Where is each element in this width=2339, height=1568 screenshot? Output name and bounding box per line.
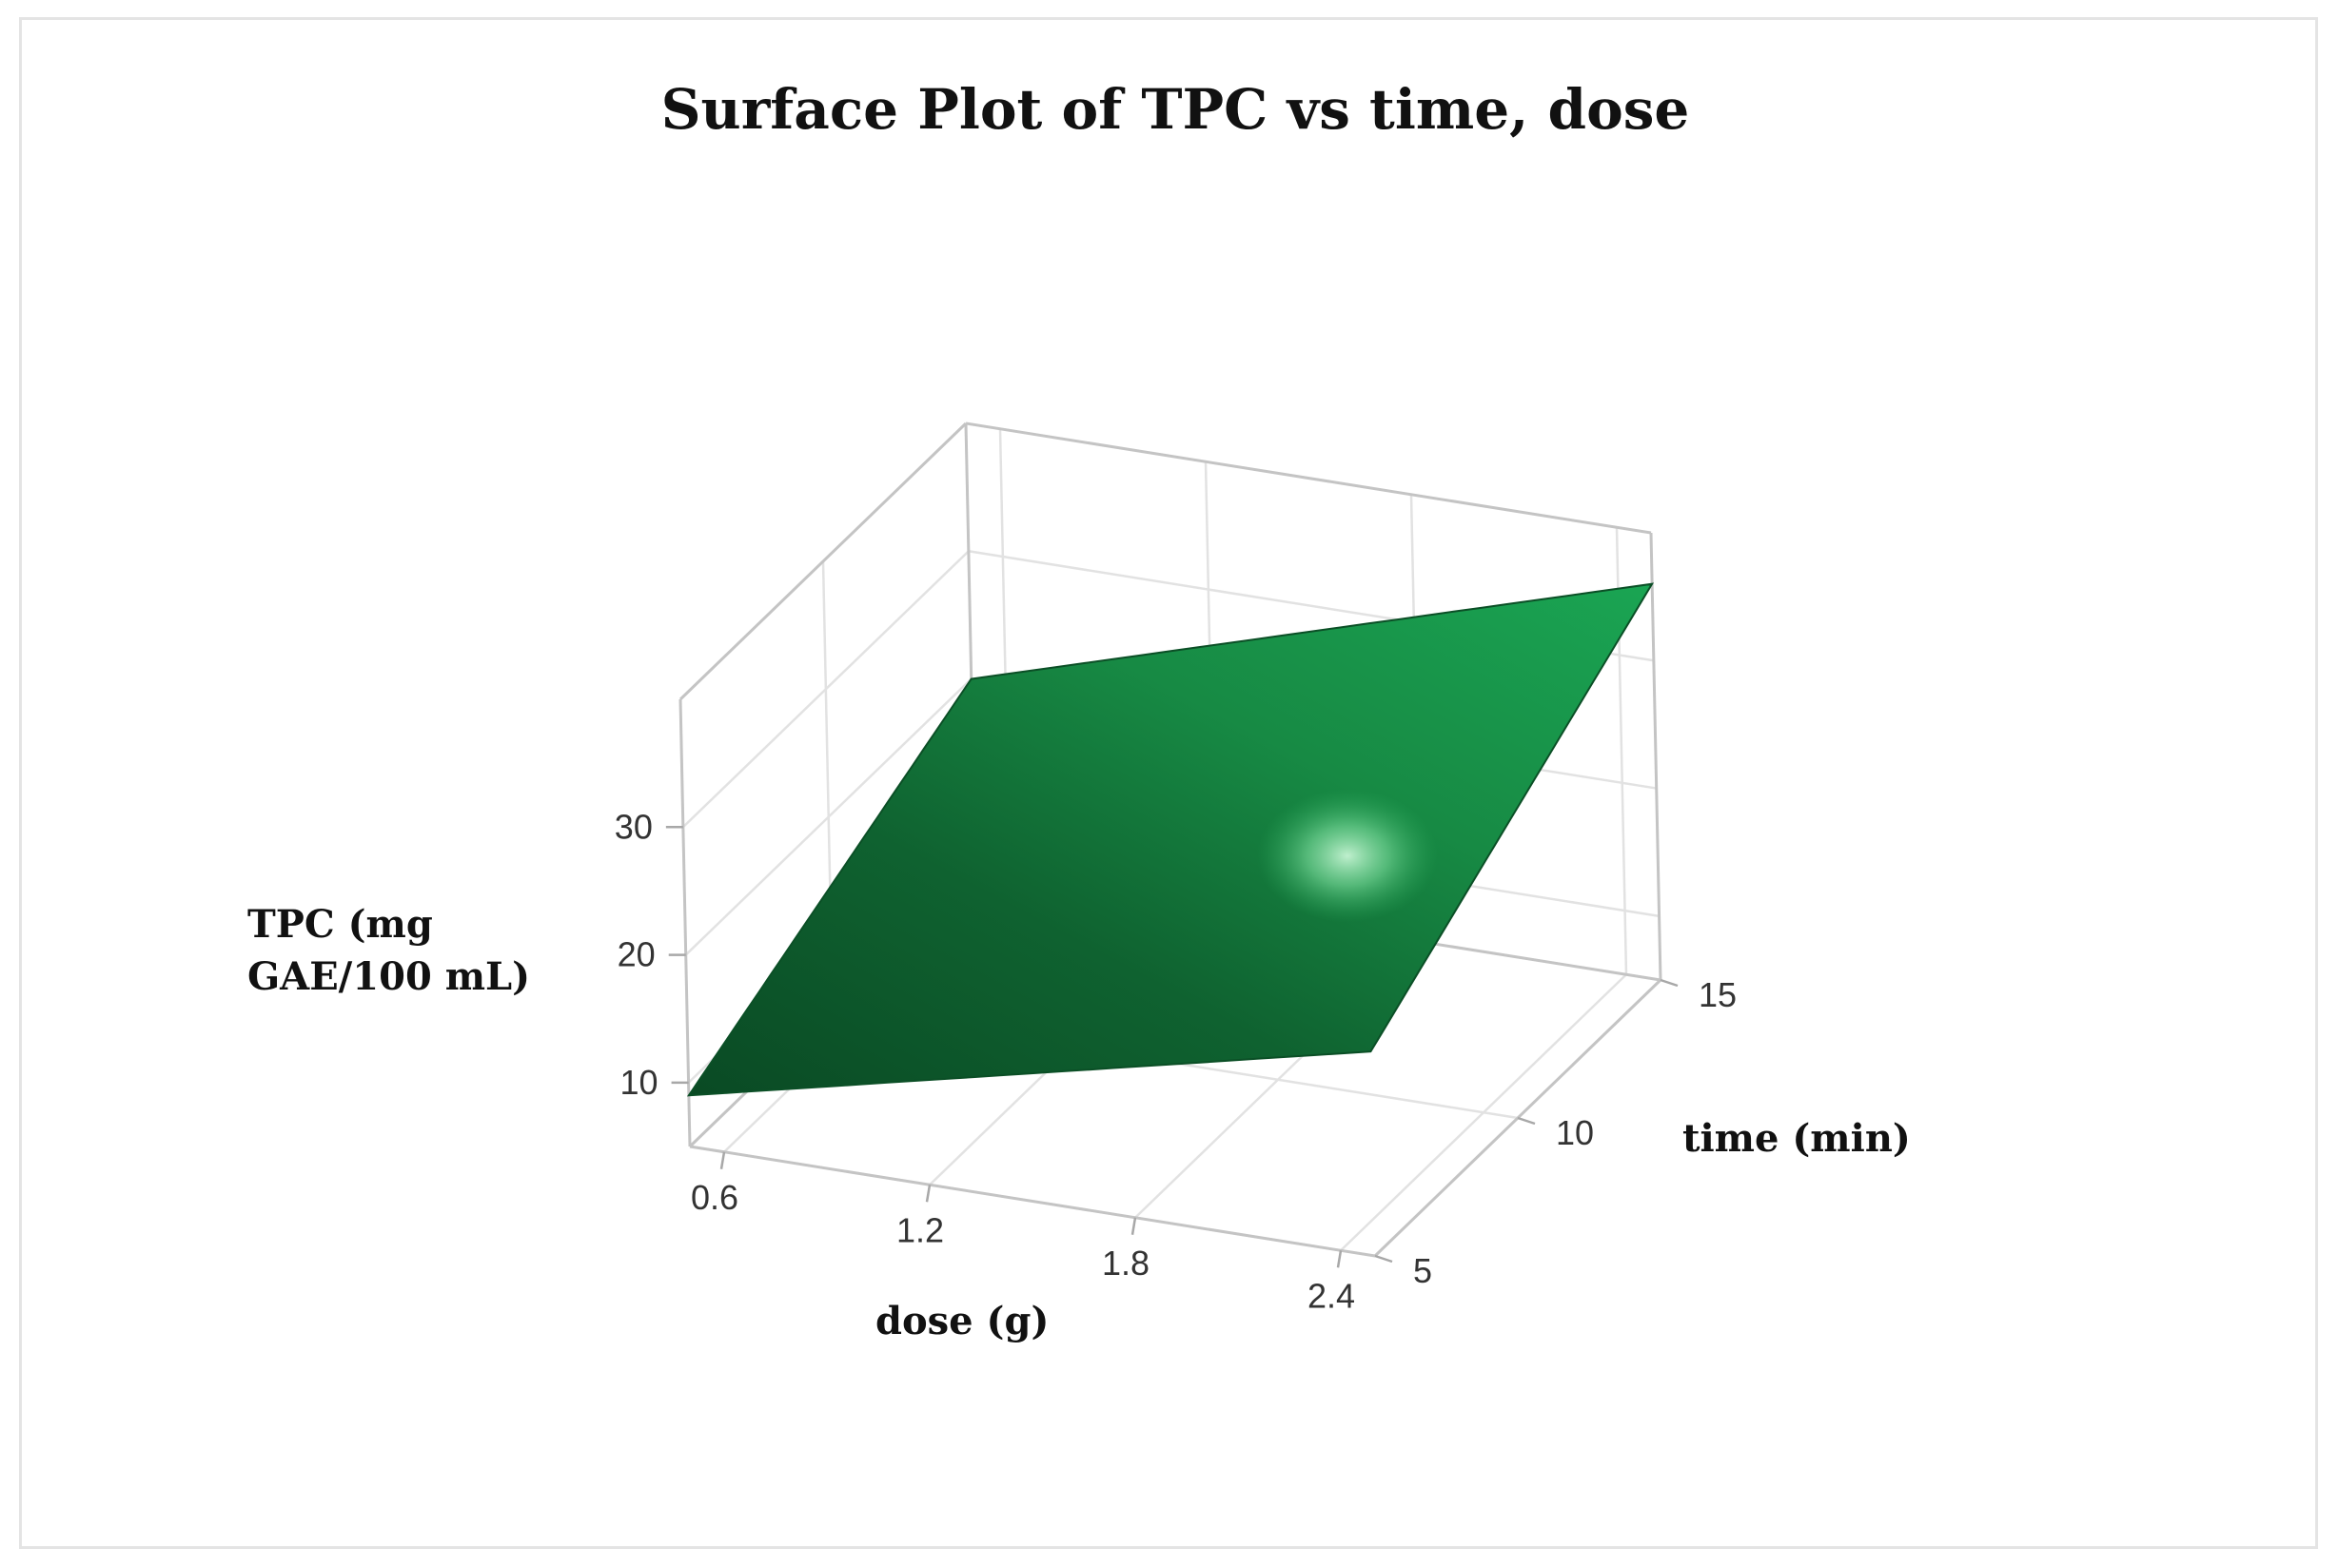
x-tick-mark [719,1151,726,1169]
z-tick-label: 20 [618,935,656,974]
y-axis-title: time (min) [1682,1116,1911,1161]
axis-box-edge [689,1145,1376,1258]
response-surface [686,582,1655,1097]
y-tick-label: 10 [1556,1113,1594,1152]
y-tick-mark [1660,978,1679,988]
y-tick-mark [1517,1116,1536,1126]
axis-ticks: 0.6 1.2 1.8 2.4 5 10 15 10 20 30 [615,807,1737,1315]
x-tick-label: 1.8 [1102,1244,1150,1283]
x-axis-title: dose (g) [875,1299,1049,1343]
axis-box-edge [678,421,968,701]
z-tick-label: 30 [615,807,653,846]
surface-patch [686,582,1655,1097]
x-tick-mark [1336,1250,1343,1268]
x-tick-label: 0.6 [691,1178,738,1217]
z-axis-title-line-1: TPC (mg [247,902,433,947]
left-wall-grid-line [684,677,973,956]
x-tick-label: 1.2 [896,1210,944,1249]
x-tick-mark [1130,1217,1137,1235]
x-tick-label: 2.4 [1307,1276,1355,1315]
axis-box-edge [678,698,692,1147]
z-tick-label: 10 [620,1063,658,1102]
left-wall-grid-line [681,550,970,829]
z-axis-title-line-2: GAE/100 mL) [247,954,530,999]
axis-box-edge [1649,532,1662,981]
y-tick-label: 5 [1413,1251,1432,1290]
surface-highlight [1256,789,1438,923]
axis-box-edge [965,421,1652,535]
x-tick-mark [925,1185,932,1203]
y-tick-label: 15 [1699,975,1737,1014]
y-tick-mark [1374,1254,1393,1264]
chart-title: Surface Plot of TPC vs time, dose [661,77,1690,142]
